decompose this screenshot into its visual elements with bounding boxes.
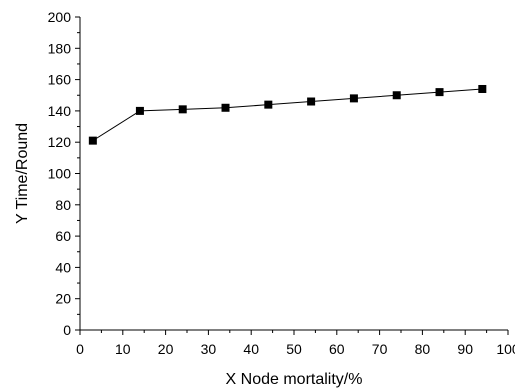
y-tick-label: 40: [55, 259, 71, 275]
y-tick-label: 120: [48, 134, 72, 150]
y-tick-label: 20: [55, 291, 71, 307]
data-point: [178, 105, 187, 114]
x-tick-label: 0: [76, 341, 84, 357]
data-point: [435, 88, 444, 97]
y-tick-label: 100: [48, 166, 72, 182]
data-point: [88, 136, 97, 145]
data-point: [392, 91, 401, 100]
x-tick-label: 30: [201, 341, 217, 357]
x-tick-label: 20: [158, 341, 174, 357]
y-tick-label: 60: [55, 228, 71, 244]
data-point: [307, 97, 316, 106]
y-tick-label: 80: [55, 197, 71, 213]
y-ticks: 0 20 40 60 80 100 120 140 160 180 200: [48, 9, 80, 338]
axes: [79, 17, 508, 331]
x-tick-label: 10: [115, 341, 131, 357]
y-tick-label: 0: [63, 322, 71, 338]
y-tick-label: 200: [48, 9, 72, 25]
x-tick-label: 70: [372, 341, 388, 357]
y-axis-title: Y Time/Round: [14, 123, 31, 224]
data-point: [264, 100, 273, 109]
x-tick-label: 40: [243, 341, 259, 357]
series-group: [88, 84, 487, 145]
x-ticks: 0 10 20 30 40 50 60 70 80 90 100: [76, 330, 515, 357]
data-point: [478, 84, 487, 93]
x-tick-label: 80: [415, 341, 431, 357]
data-point: [221, 103, 230, 112]
x-tick-label: 90: [457, 341, 473, 357]
series-line: [92, 88, 483, 142]
x-tick-label: 50: [286, 341, 302, 357]
y-tick-label: 140: [48, 103, 72, 119]
x-axis-title: X Node mortality/%: [226, 371, 363, 388]
data-point: [135, 106, 144, 115]
y-tick-label: 160: [48, 72, 72, 88]
data-point: [349, 94, 358, 103]
y-tick-label: 180: [48, 40, 72, 56]
x-tick-label: 100: [496, 341, 515, 357]
x-tick-label: 60: [329, 341, 345, 357]
